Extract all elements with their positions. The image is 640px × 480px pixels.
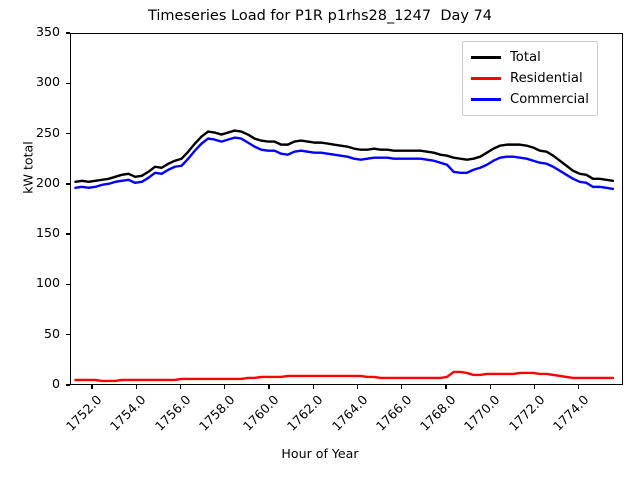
x-tick-mark	[578, 385, 580, 389]
legend-item-residential: Residential	[471, 68, 589, 89]
x-tick-label: 1756.0	[151, 392, 194, 434]
x-tick-mark	[224, 385, 226, 389]
y-tick-mark	[66, 183, 70, 185]
x-tick-label: 1772.0	[505, 392, 548, 434]
y-tick-label: 200	[35, 174, 60, 190]
x-tick-label: 1762.0	[284, 392, 326, 434]
series-line-commercial	[74, 136, 615, 191]
y-tick-label: 150	[35, 225, 60, 241]
y-tick-mark	[66, 132, 70, 135]
x-tick-label: 1760.0	[239, 392, 282, 434]
x-tick-mark	[268, 385, 270, 389]
x-tick-label: 1766.0	[372, 392, 415, 434]
legend-swatch-residential	[471, 77, 501, 80]
plot-lines	[74, 129, 615, 383]
y-tick-label: 0	[51, 376, 60, 391]
y-tick-mark	[66, 82, 70, 84]
y-tick-label: 50	[43, 325, 60, 341]
x-tick-label: 1754.0	[107, 392, 149, 434]
x-tick-label: 1758.0	[195, 392, 238, 434]
y-tick-label: 250	[35, 124, 60, 140]
x-tick-mark	[312, 385, 314, 389]
x-tick-mark	[179, 385, 182, 389]
x-tick-mark	[533, 385, 536, 389]
legend-item-total: Total	[471, 47, 589, 68]
x-tick-mark	[401, 385, 403, 389]
series-line-total	[74, 129, 615, 184]
y-tick-mark	[66, 283, 70, 286]
y-tick-label: 350	[35, 24, 60, 39]
legend-label: Total	[510, 49, 541, 65]
x-tick-label: 1768.0	[416, 392, 459, 434]
x-tick-label: 1752.0	[62, 392, 105, 434]
y-tick-mark	[66, 32, 70, 34]
y-tick-mark	[66, 233, 70, 235]
x-tick-mark	[356, 385, 359, 389]
legend-swatch-commercial	[471, 98, 501, 101]
legend-label: Residential	[510, 70, 583, 86]
x-tick-mark	[489, 385, 491, 389]
chart-legend: Total Residential Commercial	[462, 41, 598, 116]
y-tick-label: 300	[35, 74, 60, 90]
y-tick-mark	[66, 384, 70, 386]
y-tick-mark	[66, 334, 70, 336]
x-tick-label: 1764.0	[328, 392, 371, 434]
legend-label: Commercial	[510, 91, 589, 107]
x-tick-mark	[445, 385, 447, 389]
x-tick-mark	[91, 385, 93, 389]
x-tick-label: 1770.0	[461, 392, 503, 434]
y-axis-label: kW total	[20, 141, 36, 194]
x-tick-label: 1774.0	[549, 392, 592, 434]
y-tick-label: 100	[35, 275, 60, 291]
legend-swatch-total	[471, 56, 501, 59]
chart-title: Timeseries Load for P1R p1rhs28_1247 Day…	[147, 8, 493, 24]
legend-item-commercial: Commercial	[471, 89, 589, 110]
series-line-residential	[74, 370, 615, 383]
x-tick-mark	[135, 385, 137, 389]
x-axis-label: Hour of Year	[281, 446, 359, 461]
